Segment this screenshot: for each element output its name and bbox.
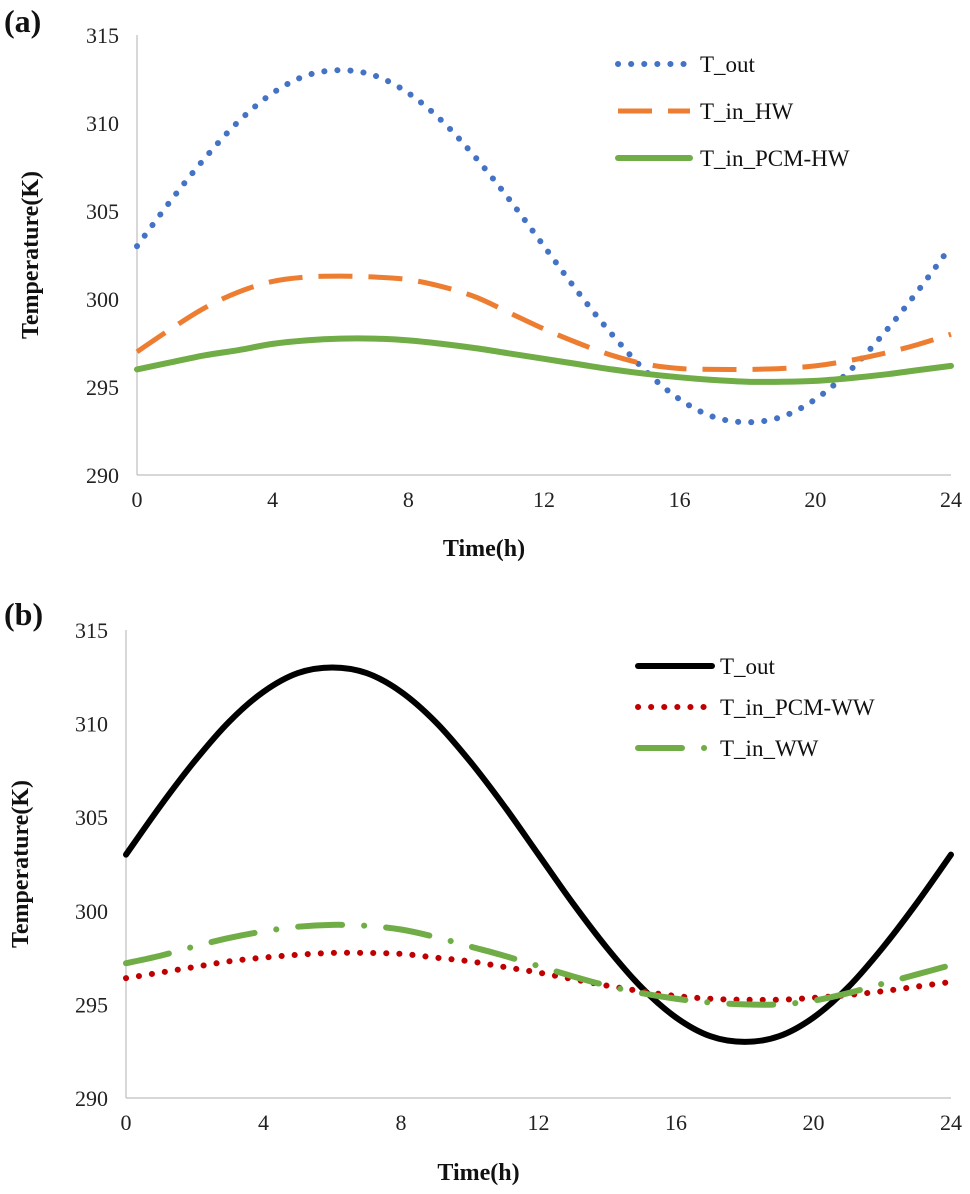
x-tick-label: 4 [258,1110,269,1135]
series-line [134,67,954,426]
x-tick-label: 16 [669,487,691,512]
panel-label: (a) [4,3,41,39]
y-tick-label: 295 [75,992,108,1017]
x-tick-label: 24 [940,487,962,512]
x-tick-label: 12 [528,1110,550,1135]
legend-label: T_in_PCM-WW [720,695,875,720]
y-tick-label: 305 [75,805,108,830]
legend-label: T_out [700,52,756,77]
series-line [123,921,954,1008]
series-T_out [134,67,954,426]
legend-label: T_in_WW [720,736,819,761]
y-tick-label: 310 [86,111,119,136]
series-line [123,664,954,1045]
y-tick-label: 315 [86,23,119,48]
panel-label: (b) [4,596,43,632]
legend-entry: T_in_HW [618,99,794,124]
legend-entry: T_in_PCM-HW [615,146,850,171]
x-tick-label: 8 [403,487,414,512]
series-T_in_PCM-WW [123,949,954,1003]
series-T_in_HW [135,273,952,373]
x-tick-label: 4 [267,487,278,512]
legend-label: T_out [720,654,776,679]
chart-panel-b: (b) 290 295 300 305 310 315 0 4 8 12 16 20 24 Time(h) T… [4,596,962,1186]
y-tick-label: 300 [86,287,119,312]
x-axis-title: Time(h) [437,1160,519,1186]
series-T_in_WW [123,921,954,1008]
x-tick-label: 8 [396,1110,407,1135]
y-tick-label: 300 [75,899,108,924]
y-tick-label: 305 [86,199,119,224]
legend-entry: T_out [635,654,776,679]
legend-entry: T_in_WW [635,736,819,761]
series-T_out [123,664,954,1045]
x-axis-title: Time(h) [443,536,525,562]
y-tick-label: 315 [75,618,108,643]
legend-label: T_in_PCM-HW [700,146,850,171]
legend-entry: T_out [615,52,756,77]
series-line [135,273,952,373]
y-tick-label: 290 [75,1086,108,1111]
x-tick-label: 16 [665,1110,687,1135]
legend-entry: T_in_PCM-WW [635,695,875,720]
y-axis-title: Temperature(K) [8,780,34,948]
series-line [134,335,954,385]
chart-panel-a: (a) 290 295 300 305 310 315 0 4 8 12 16 20 24 Time(h) T… [4,3,962,562]
y-tick-label: 290 [86,463,119,488]
series-line [123,949,954,1003]
x-tick-label: 12 [533,487,555,512]
y-axis-title: Temperature(K) [18,171,44,339]
x-tick-label: 0 [132,487,143,512]
y-tick-label: 310 [75,712,108,737]
x-tick-label: 20 [804,487,826,512]
x-tick-label: 20 [803,1110,825,1135]
x-tick-label: 0 [121,1110,132,1135]
x-tick-label: 24 [940,1110,962,1135]
legend-label: T_in_HW [700,99,794,124]
y-tick-label: 295 [86,375,119,400]
series-T_in_PCM-HW [134,335,954,385]
